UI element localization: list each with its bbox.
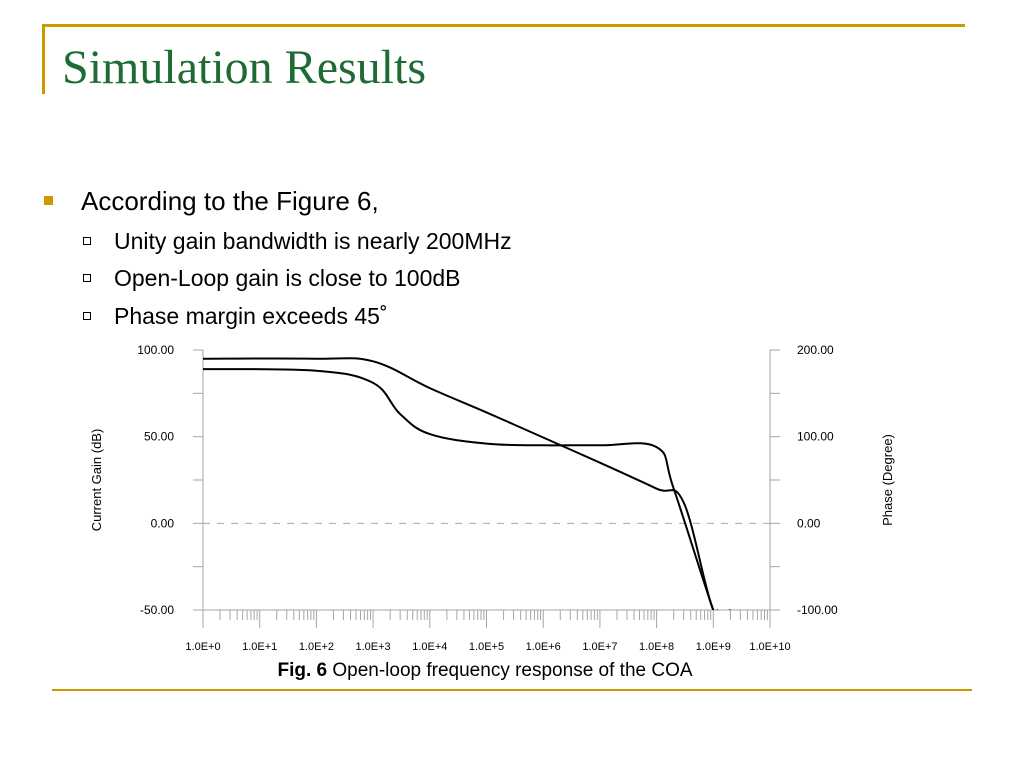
chart-labels: 100.00 50.00 0.00 -50.00 200.00 100.00 0.00 -10…: [89, 343, 895, 653]
bode-plot-chart: 100.00 50.00 0.00 -50.00 200.00 100.00 0.00 -10…: [89, 343, 895, 653]
slide-title: Simulation Results: [62, 41, 427, 94]
slide-frame-top: [42, 24, 965, 27]
left-y-tick-label: 0.00: [151, 516, 175, 530]
x-tick-label: 1.0E+5: [469, 641, 504, 653]
bullet-sub: Phase margin exceeds 45˚: [83, 303, 388, 330]
chart-series: [203, 357, 731, 610]
caption-text: Open-loop frequency response of the COA: [327, 660, 693, 681]
left-y-tick-label: 50.00: [144, 430, 174, 444]
x-tick-label: 1.0E+10: [749, 641, 790, 653]
hollow-square-bullet-icon: [83, 237, 91, 245]
bullet-sub-text: Unity gain bandwidth is nearly 200MHz: [114, 228, 512, 254]
x-tick-label: 1.0E+6: [526, 641, 561, 653]
right-y-tick-label: 0.00: [797, 516, 821, 530]
phase-curve: [203, 368, 719, 610]
right-y-axis-title: Phase (Degree): [880, 434, 895, 526]
hollow-square-bullet-icon: [83, 274, 91, 282]
bullet-main: According to the Figure 6,: [44, 186, 379, 217]
figure-caption: Fig. 6 Open-loop frequency response of t…: [0, 660, 970, 682]
chart-axes: [193, 349, 780, 628]
right-y-tick-label: 100.00: [797, 430, 834, 444]
gain-curve: [203, 357, 731, 610]
x-tick-label: 1.0E+4: [412, 641, 447, 653]
right-y-tick-label: 200.00: [797, 343, 834, 357]
x-tick-label: 1.0E+8: [639, 641, 674, 653]
bullet-sub: Open-Loop gain is close to 100dB: [83, 265, 461, 292]
x-tick-label: 1.0E+1: [242, 641, 277, 653]
hollow-square-bullet-icon: [83, 312, 91, 320]
bullet-main-text: According to the Figure 6,: [81, 186, 379, 216]
x-tick-label: 1.0E+9: [696, 641, 731, 653]
caption-prefix: Fig. 6: [277, 660, 328, 681]
square-bullet-icon: [44, 196, 53, 205]
x-tick-label: 1.0E+3: [356, 641, 391, 653]
right-y-tick-label: -100.00: [797, 603, 838, 617]
bullet-sub-text: Phase margin exceeds 45˚: [114, 303, 388, 329]
left-y-tick-label: 100.00: [137, 343, 174, 357]
x-tick-label: 1.0E+0: [185, 641, 220, 653]
slide-frame-bottom: [52, 689, 972, 691]
bullet-sub-text: Open-Loop gain is close to 100dB: [114, 265, 461, 291]
left-y-axis-title: Current Gain (dB): [89, 429, 104, 532]
x-tick-label: 1.0E+7: [582, 641, 617, 653]
x-tick-label: 1.0E+2: [299, 641, 334, 653]
slide-frame-left: [42, 24, 45, 94]
left-y-tick-label: -50.00: [140, 603, 174, 617]
bullet-sub: Unity gain bandwidth is nearly 200MHz: [83, 228, 512, 255]
